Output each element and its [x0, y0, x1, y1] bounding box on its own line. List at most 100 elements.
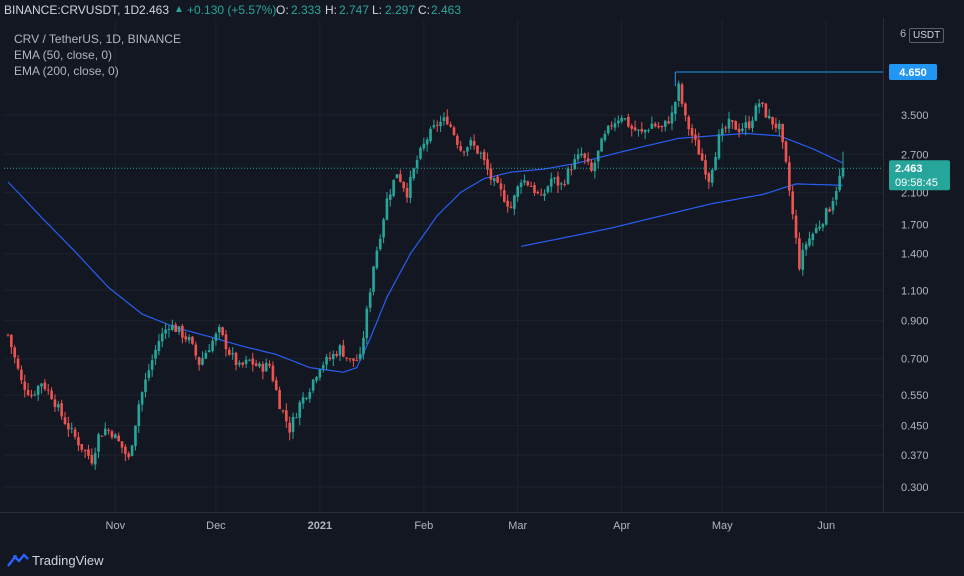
candle-body — [543, 193, 546, 196]
candle-body — [40, 383, 43, 387]
candle-body — [251, 358, 255, 365]
candle-body — [744, 122, 748, 128]
candle-body — [647, 130, 650, 132]
time-tick-label: Dec — [206, 520, 226, 532]
candle-body — [392, 179, 395, 196]
candle-body — [278, 390, 281, 410]
candle-body — [781, 123, 784, 143]
candle-body — [171, 324, 174, 330]
open-value: 2.333 — [291, 3, 322, 17]
candle-body — [124, 446, 127, 454]
candle-body — [640, 128, 644, 132]
candle-body — [271, 365, 275, 381]
candle-body — [348, 358, 352, 360]
candle-body — [794, 215, 798, 238]
candle-body — [469, 139, 473, 146]
candle-body — [285, 410, 288, 422]
candle-body — [553, 177, 556, 179]
candle-body — [757, 103, 761, 108]
candle-body — [395, 174, 399, 179]
candle-body — [291, 416, 295, 432]
candle-body — [197, 357, 201, 365]
candle-body — [657, 125, 660, 128]
brand-name[interactable]: TradingView — [32, 553, 104, 568]
candle-body — [144, 379, 147, 393]
candle-body — [801, 249, 805, 270]
candle-body — [385, 198, 389, 220]
price-tick-label: 3.500 — [901, 110, 929, 122]
candle-body — [355, 360, 359, 362]
candle-body — [684, 103, 687, 116]
symbol-name[interactable]: BINANCE:CRVUSDT, 1D — [4, 3, 140, 17]
candle-body — [600, 138, 603, 152]
candle-body — [409, 176, 412, 199]
candle-body — [321, 365, 325, 369]
candle-body — [674, 101, 677, 114]
candle-body — [700, 153, 704, 161]
candle-body — [43, 382, 47, 390]
candle-body — [523, 180, 526, 183]
candle-body — [358, 353, 362, 360]
candle-body — [593, 162, 597, 172]
legend-title[interactable]: CRV / TetherUS, 1D, BINANCE — [14, 32, 181, 46]
candle-body — [476, 145, 479, 154]
candle-body — [680, 84, 684, 104]
candle-body — [583, 153, 587, 159]
candle-body — [798, 238, 801, 269]
candle-body — [412, 168, 416, 179]
candle-body — [462, 151, 466, 153]
price-badges: 4.650 2.463 09:58:45 — [889, 63, 950, 191]
last-price: 2.463 — [139, 3, 170, 17]
candle-body — [563, 183, 566, 185]
legend-ema200[interactable]: EMA (200, close, 0) — [14, 64, 119, 78]
candle-body — [16, 358, 20, 369]
candle-body — [238, 362, 241, 365]
candle-body — [710, 169, 714, 183]
candle-body — [650, 123, 654, 129]
candle-body — [660, 125, 664, 128]
candle-body — [57, 404, 60, 408]
last-price-badge-value: 2.463 — [895, 163, 923, 175]
candle-body — [130, 445, 134, 456]
candle-body — [804, 244, 808, 250]
candle-body — [704, 160, 707, 175]
candle-body — [140, 392, 144, 405]
time-tick-label: Feb — [414, 520, 433, 532]
candle-body — [482, 151, 486, 161]
candle-body — [388, 194, 392, 200]
candle-body — [60, 403, 63, 417]
price-change: +0.130 (+5.57%) — [187, 3, 277, 17]
candle-body — [160, 333, 164, 342]
currency-label[interactable]: USDT — [909, 28, 945, 43]
candle-body — [248, 359, 251, 361]
price-axis[interactable]: 0.300 0.370 0.450 0.550 0.700 0.900 1.100 1.400… — [883, 18, 929, 512]
candle-body — [378, 238, 382, 250]
candle-body — [603, 133, 607, 140]
candle-body — [6, 334, 10, 336]
candle-body — [254, 363, 258, 366]
candle-body — [479, 152, 483, 154]
candle-body — [452, 127, 456, 135]
candle-body — [811, 233, 815, 240]
candle-body — [694, 134, 697, 140]
candle-body — [445, 116, 449, 125]
candle-body — [432, 125, 436, 128]
legend-ema50[interactable]: EMA (50, close, 0) — [14, 48, 113, 62]
candle-body — [731, 120, 734, 122]
candle-body — [405, 188, 409, 198]
candle-body — [503, 190, 506, 202]
candle-body — [402, 181, 406, 189]
candle-body — [492, 178, 496, 182]
price-tick-label: 0.370 — [901, 450, 929, 462]
candle-body — [751, 120, 754, 129]
candle-body — [620, 117, 623, 122]
candle-body — [439, 121, 442, 127]
close-value: 2.463 — [431, 3, 462, 17]
time-tick-label: Apr — [613, 520, 630, 532]
close-label: C: — [418, 3, 430, 17]
candle-body — [214, 333, 218, 341]
candle-body — [311, 379, 315, 391]
time-axis[interactable]: Nov Dec 2021 Feb Mar Apr May Jun — [0, 512, 964, 533]
candle-body — [241, 362, 245, 365]
